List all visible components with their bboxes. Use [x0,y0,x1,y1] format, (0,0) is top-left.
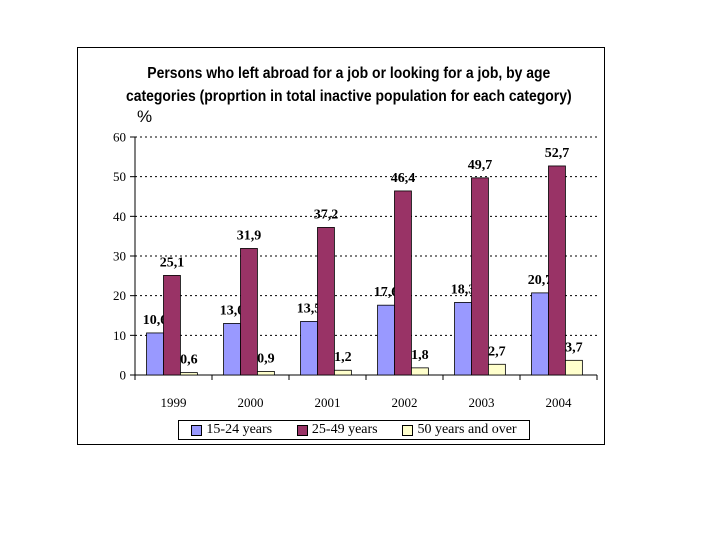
data-label-0-2000: 13,0 [220,303,245,318]
legend-label-15-24: 15-24 years [206,422,273,437]
legend-label-25-49: 25-49 years [311,422,378,437]
data-label-0-2001: 13,5 [297,301,322,316]
bar-2-2001 [334,369,352,376]
data-label-1-2002: 46,4 [391,171,416,186]
chart-title-line-1: Persons who left abroad for a job or loo… [147,65,551,82]
bar-1-2004 [548,165,566,376]
data-label-0-2004: 20,7 [528,273,553,288]
data-label-2-2003: 2,7 [488,344,506,359]
data-label-0-2003: 18,3 [451,282,476,297]
bar-1-1999 [163,275,181,376]
y-tick-label-50: 50 [113,169,126,184]
bar-1-2002 [394,190,412,376]
data-label-1-1999: 25,1 [160,255,185,270]
x-tick-label-2000: 2000 [238,395,264,410]
legend-item-25-49: 25-49 years [296,422,378,438]
data-label-2-2004: 3,7 [565,340,583,355]
bar-1-2003 [471,177,489,376]
legend-item-15-24: 15-24 years [191,422,272,438]
x-tick-label-2002: 2002 [392,395,418,410]
data-label-0-1999: 10,6 [143,313,168,328]
data-label-0-2002: 17,6 [374,285,399,300]
legend-item-50-over: 50 years and over [402,422,517,438]
data-label-1-2000: 31,9 [237,228,262,243]
data-label-1-2004: 52,7 [545,146,570,161]
legend-swatch-50-over [402,424,414,436]
legend-swatch-25-49 [296,424,308,436]
x-tick-label-1999: 1999 [161,395,187,410]
y-tick-label-30: 30 [113,249,126,264]
x-tick-label-2004: 2004 [546,395,573,410]
legend-swatch-15-24 [191,424,203,436]
legend: 15-24 years 25-49 years 50 years and ove… [178,420,530,440]
bar-0-1999 [146,332,164,376]
bar-1-2000 [240,248,258,376]
y-tick-label-60: 60 [113,130,126,145]
bar-0-2003 [454,302,472,376]
chart-frame [77,47,605,445]
y-axis-label: % [137,107,153,126]
bar-0-2001 [300,321,318,376]
bar-2-1999 [180,372,198,376]
bar-0-2000 [223,323,241,376]
data-label-2-1999: 0,6 [180,353,198,368]
y-tick-label-0: 0 [120,368,127,383]
x-tick-label-2003: 2003 [469,395,495,410]
legend-label-50-over: 50 years and over [417,422,517,437]
bar-0-2002 [377,304,395,376]
x-tick-label-2001: 2001 [315,395,341,410]
data-label-2-2000: 0,9 [257,351,275,366]
y-tick-label-10: 10 [113,328,126,343]
bar-0-2004 [531,292,549,376]
y-tick-label-20: 20 [113,288,126,303]
chart-title: Persons who left abroad for a job or loo… [77,62,621,108]
bar-2-2003 [488,363,506,376]
data-label-2-2001: 1,2 [334,350,352,365]
data-label-1-2001: 37,2 [314,207,339,222]
data-label-1-2003: 49,7 [468,158,493,173]
bar-1-2001 [317,227,335,376]
bar-2-2002 [411,367,429,376]
bar-2-2004 [565,359,583,376]
chart-title-line-2: categories (proprtion in total inactive … [125,88,572,105]
data-label-2-2002: 1,8 [411,348,429,363]
bar-2-2000 [257,371,275,376]
y-tick-label-40: 40 [113,209,126,224]
